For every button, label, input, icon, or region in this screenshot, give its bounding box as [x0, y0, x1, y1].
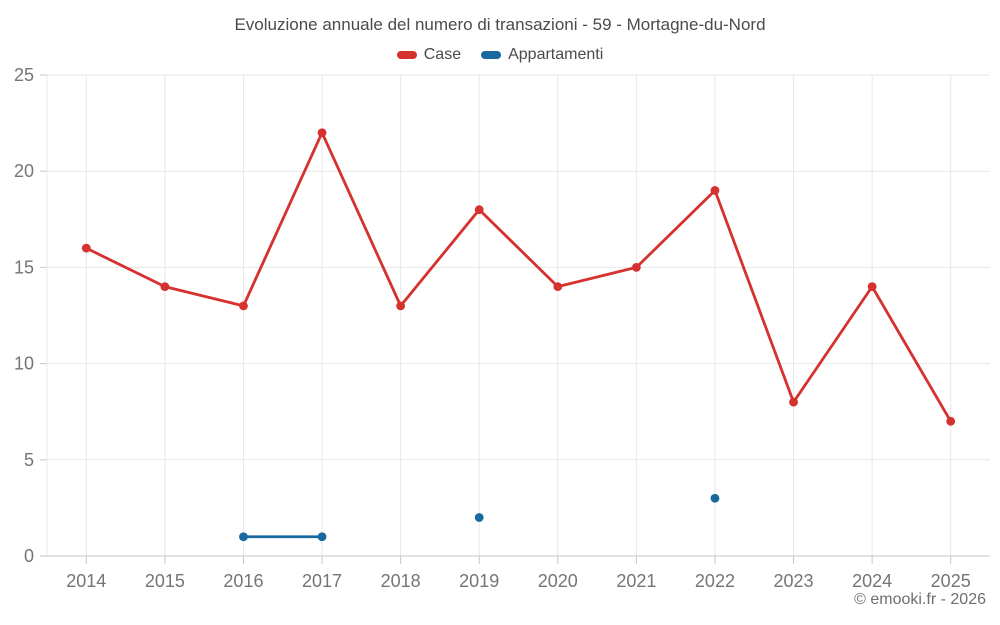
y-tick-label: 20 — [14, 161, 34, 181]
copyright-text: © emooki.fr - 2026 — [854, 591, 986, 608]
x-tick-label: 2014 — [66, 571, 106, 591]
x-tick-label: 2017 — [302, 571, 342, 591]
y-tick-label: 0 — [24, 546, 34, 566]
legend-label-case: Case — [423, 46, 462, 63]
legend-swatch-appartamenti-icon — [481, 51, 502, 59]
chart-legend: Case Appartamenti — [0, 46, 1000, 64]
x-tick-label: 2023 — [774, 571, 814, 591]
x-tick-label: 2025 — [931, 571, 971, 591]
series-point-case — [81, 243, 91, 253]
x-tick-label: 2018 — [381, 571, 421, 591]
y-tick-label: 25 — [14, 65, 34, 85]
series-point-case — [317, 128, 327, 138]
y-tick-label: 5 — [24, 450, 34, 470]
series-point-appartamenti — [317, 532, 327, 542]
x-tick-label: 2022 — [695, 571, 735, 591]
series-line-case — [84, 131, 953, 423]
series-point-case — [474, 205, 484, 215]
legend-label-appartamenti: Appartamenti — [508, 46, 604, 63]
series-point-case — [553, 282, 563, 292]
series-point-case — [867, 282, 877, 292]
series-point-case — [710, 186, 720, 195]
legend-swatch-case-icon — [396, 51, 417, 59]
x-tick-label: 2016 — [223, 571, 263, 591]
legend-item-case[interactable]: Case — [396, 46, 462, 64]
legend-item-appartamenti[interactable]: Appartamenti — [481, 46, 603, 64]
series-point-case — [631, 263, 641, 272]
series-point-case — [239, 301, 248, 311]
series-point-appartamenti — [710, 493, 720, 503]
series-point-appartamenti — [239, 532, 248, 542]
chart-title: Evoluzione annuale del numero di transaz… — [234, 15, 766, 34]
x-tick-label: 2015 — [145, 571, 185, 591]
x-tick-label: 2021 — [616, 571, 656, 591]
x-tick-label: 2019 — [459, 571, 499, 591]
series-point-case — [396, 301, 406, 311]
y-tick-label: 10 — [14, 354, 34, 374]
x-tick-label: 2020 — [538, 571, 578, 591]
x-tick-label: 2024 — [852, 571, 892, 591]
series-point-case — [789, 397, 798, 407]
y-tick-label: 15 — [14, 257, 34, 277]
series-point-appartamenti — [474, 513, 484, 522]
series-point-case — [946, 416, 956, 426]
series-point-case — [160, 282, 170, 292]
